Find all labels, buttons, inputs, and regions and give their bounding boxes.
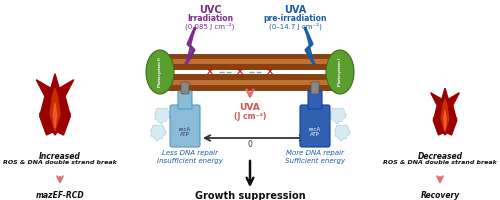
Polygon shape [305,28,314,64]
Text: Decreased: Decreased [418,152,463,161]
Bar [155,70,345,74]
Text: Photosystem I: Photosystem I [338,58,342,86]
Polygon shape [330,108,346,124]
Text: 0: 0 [248,140,252,149]
Text: Sufficient energy: Sufficient energy [285,158,345,164]
Bar [155,80,345,85]
FancyBboxPatch shape [181,82,189,94]
Polygon shape [186,28,195,64]
Text: ROS & DNA double strand break: ROS & DNA double strand break [383,160,497,165]
Text: 7.5/: 7.5/ [313,130,328,138]
Text: Insufficient energy: Insufficient energy [157,158,223,164]
Polygon shape [54,103,56,128]
Text: ✕: ✕ [266,67,274,77]
Polygon shape [36,74,74,135]
Polygon shape [150,125,166,141]
Bar [155,54,345,70]
FancyBboxPatch shape [300,105,330,147]
Text: Increased: Increased [39,152,81,161]
Text: recA
ATP: recA ATP [309,127,321,137]
Polygon shape [434,96,456,135]
Polygon shape [444,110,446,130]
Text: UVA: UVA [240,103,260,112]
Text: ROS & DNA double strand break: ROS & DNA double strand break [3,160,117,165]
Text: Less DNA repair: Less DNA repair [162,150,218,156]
Polygon shape [40,84,70,135]
Ellipse shape [326,50,354,94]
Text: ✕: ✕ [206,67,214,77]
Text: (J cm⁻²): (J cm⁻²) [234,112,266,121]
Polygon shape [50,88,60,131]
Text: Recovery: Recovery [420,191,460,200]
Text: UVA: UVA [284,5,306,15]
Bar [155,74,345,90]
Ellipse shape [146,50,174,94]
Text: Irradiation: Irradiation [187,14,233,23]
Text: (0.085 J cm⁻²): (0.085 J cm⁻²) [186,22,234,29]
FancyBboxPatch shape [308,91,322,109]
Text: mazEF-RCD: mazEF-RCD [36,191,84,200]
Text: 1.5: 1.5 [185,130,197,138]
FancyBboxPatch shape [311,82,319,94]
Text: recA
ATP: recA ATP [179,127,191,137]
Polygon shape [441,99,449,132]
Text: 14.7: 14.7 [313,140,330,149]
Text: pre-irradiation: pre-irradiation [263,14,327,23]
Text: More DNA repair: More DNA repair [286,150,344,156]
Polygon shape [154,108,170,124]
Polygon shape [334,125,350,141]
Bar [155,59,345,64]
Text: (0–14.7 J cm⁻²): (0–14.7 J cm⁻²) [268,22,322,29]
Text: ✕: ✕ [236,67,244,77]
FancyBboxPatch shape [178,91,192,109]
Text: UVC: UVC [198,5,222,15]
Text: Photosystem II: Photosystem II [158,57,162,87]
FancyBboxPatch shape [170,105,200,147]
Polygon shape [430,88,460,135]
Text: Growth suppression: Growth suppression [194,191,306,200]
